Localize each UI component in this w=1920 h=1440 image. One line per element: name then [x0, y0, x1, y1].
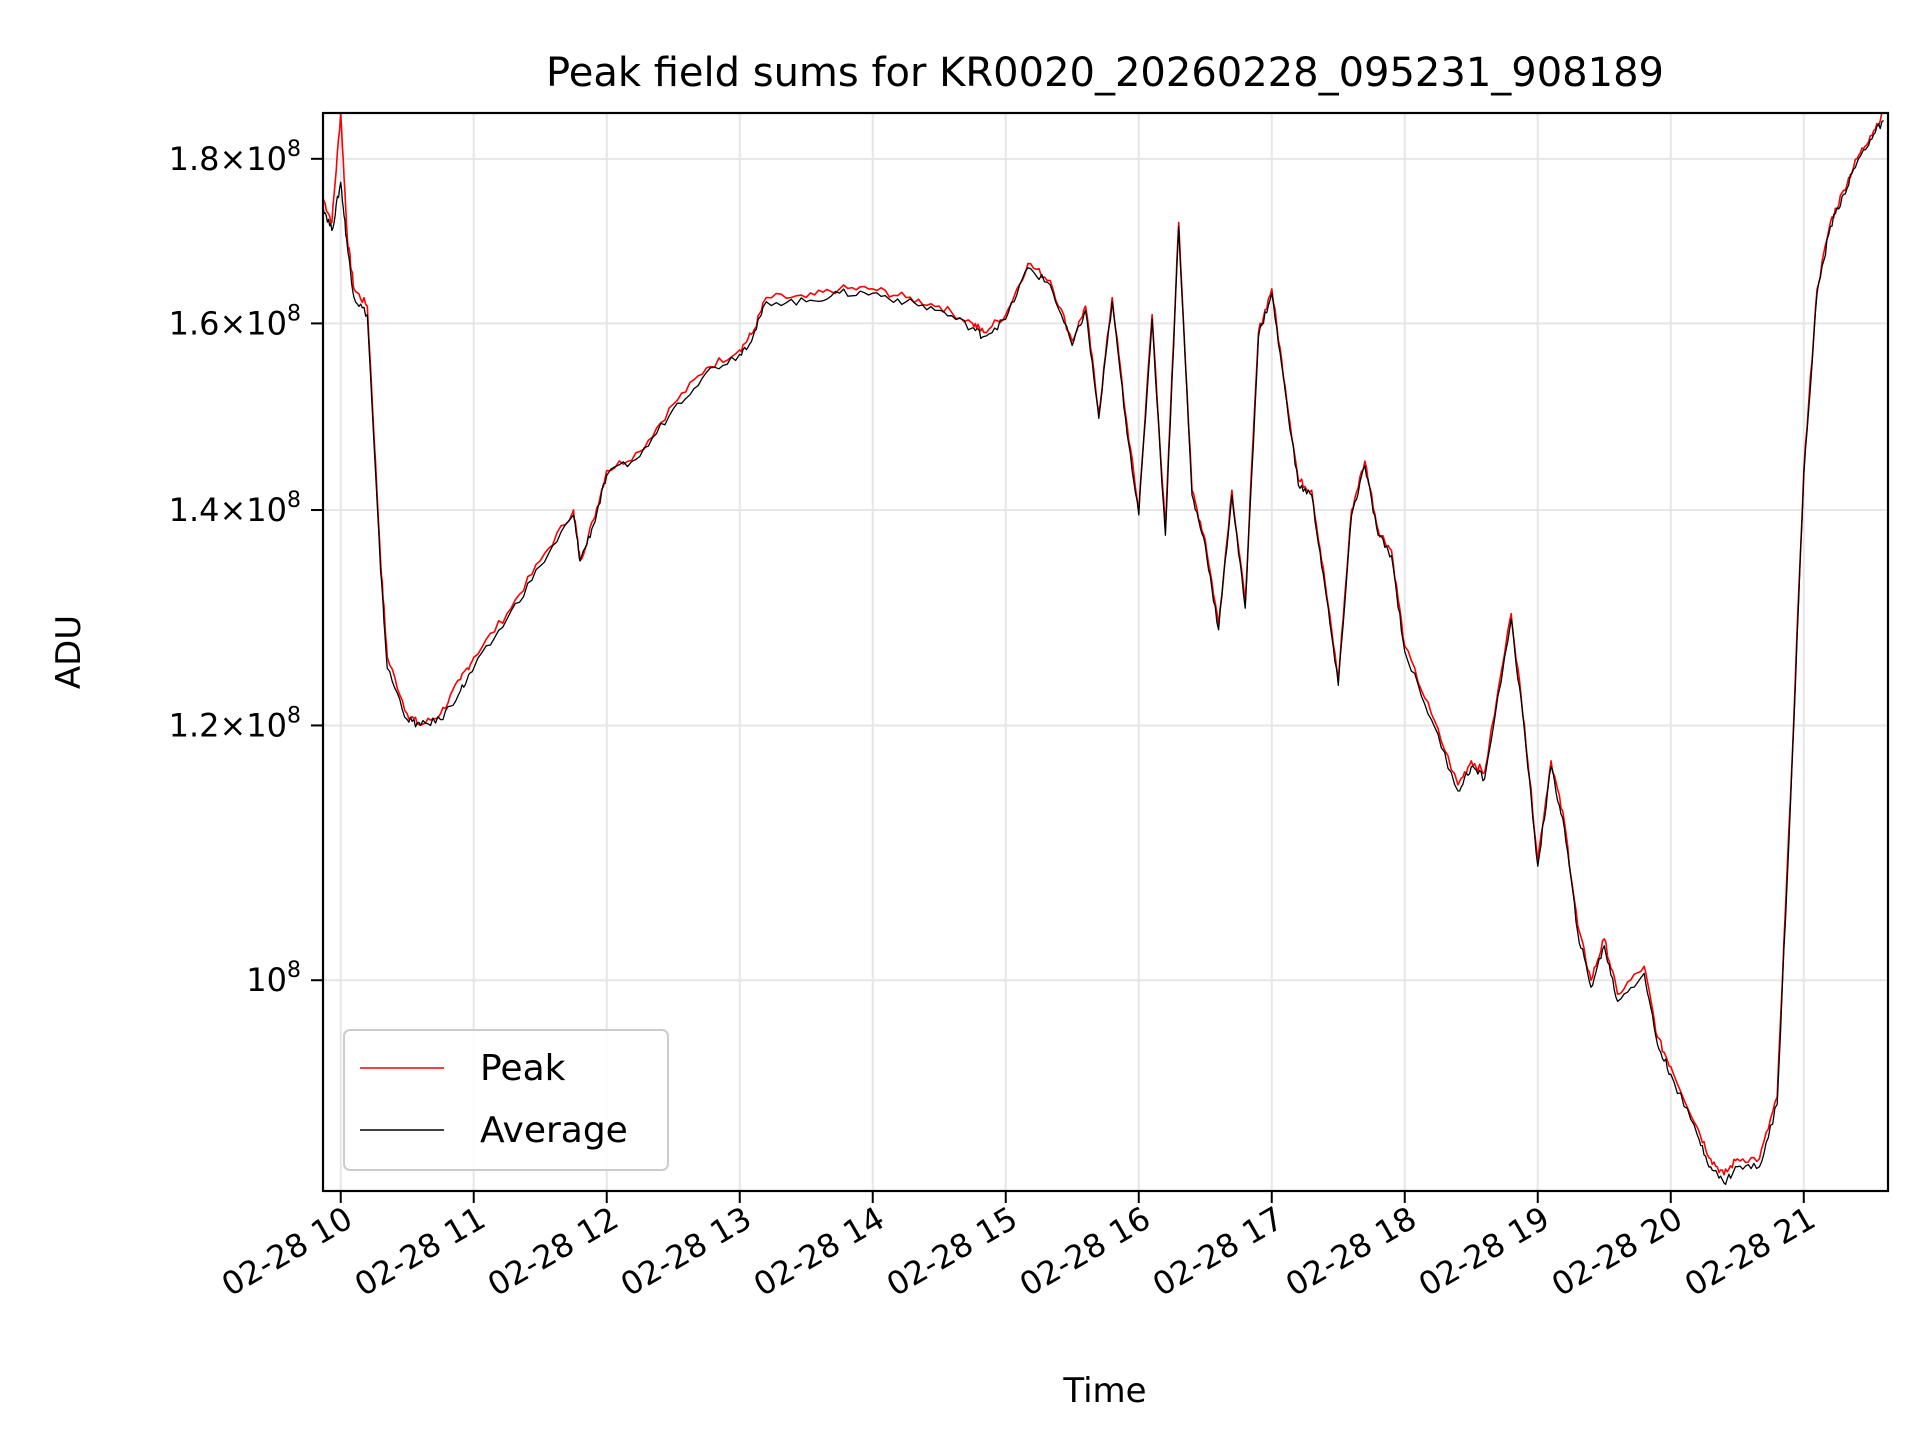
y-axis-ticks: 108 1.2×108 1.4×108 1.6×108 1.8×108 — [169, 137, 323, 999]
y-tick-label: 1.4×108 — [169, 488, 301, 529]
x-axis-label: Time — [1062, 1371, 1146, 1411]
legend-label-average: Average — [480, 1110, 628, 1151]
y-axis-label: ADU — [49, 615, 89, 689]
y-tick-label: 108 — [246, 958, 301, 999]
legend-box — [343, 1029, 669, 1171]
legend-label-peak: Peak — [480, 1048, 566, 1089]
chart-title: Peak field sums for KR0020_20260228_0952… — [546, 50, 1664, 96]
legend: Peak Average — [343, 1029, 669, 1171]
series-line-peak — [323, 113, 1884, 1176]
series-layer — [323, 113, 1884, 1186]
series-line-average — [323, 119, 1884, 1186]
y-tick-label: 1.6×108 — [169, 301, 301, 342]
y-tick-label: 1.8×108 — [169, 137, 301, 178]
y-tick-label: 1.2×108 — [169, 703, 301, 744]
plot-frame — [321, 111, 1890, 1193]
